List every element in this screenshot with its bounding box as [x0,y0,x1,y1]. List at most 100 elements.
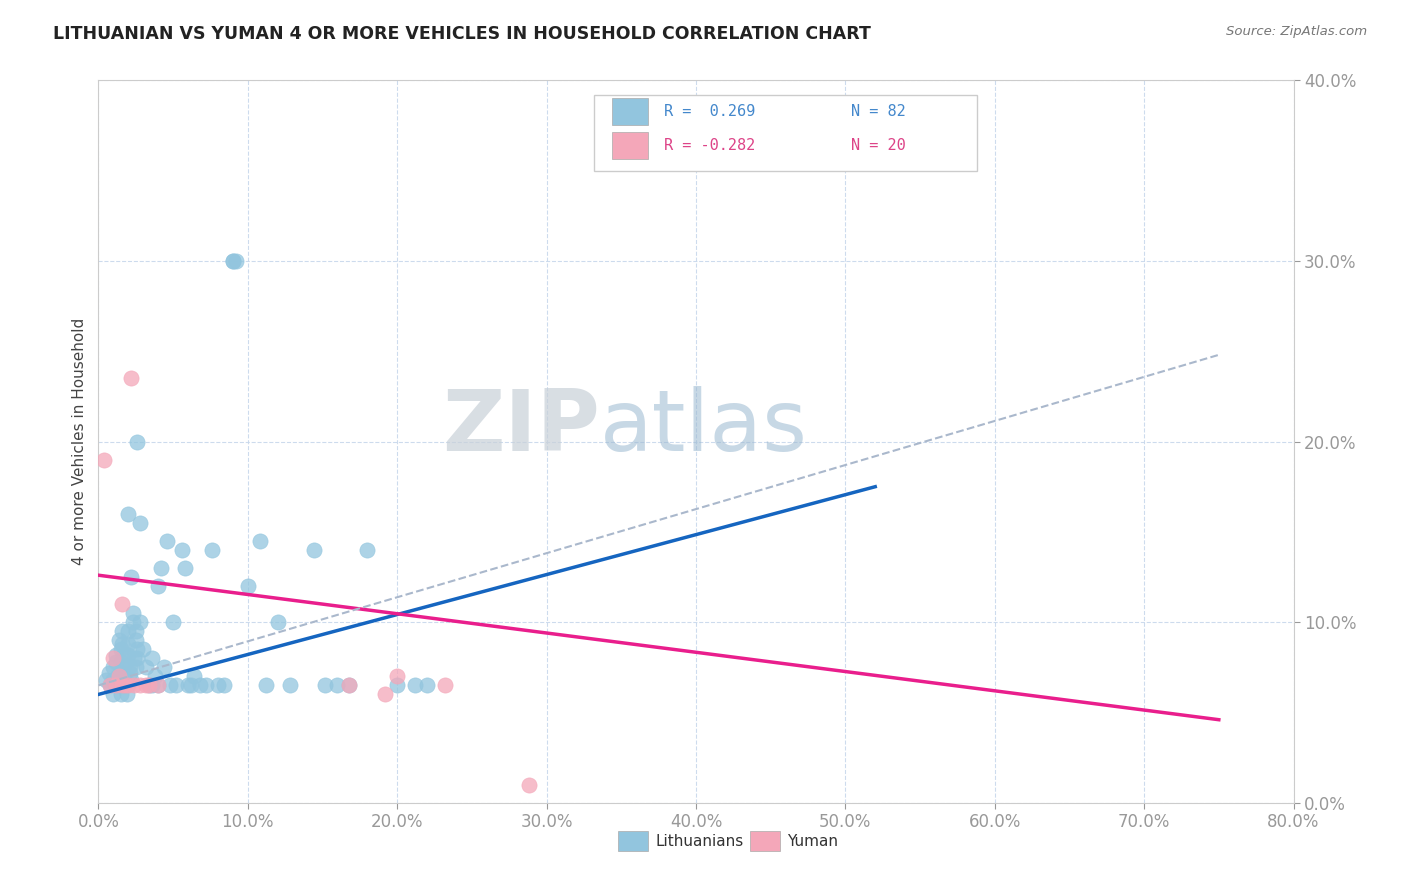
Text: N = 82: N = 82 [852,103,905,119]
Point [125,624,148,639]
Point [93,452,115,467]
Point [110,687,132,701]
Text: ZIP: ZIP [443,385,600,468]
Text: Yuman: Yuman [787,834,838,848]
Point [111,678,134,692]
Point [385,678,409,692]
Point [98,678,122,692]
Point [118,665,141,680]
Point [94,673,117,687]
Point [124,678,146,692]
Point [125,633,148,648]
Point [138,678,160,692]
Point [111,597,134,611]
Point [385,669,409,683]
Point [117,624,139,639]
Point [124,651,146,665]
Point [98,678,122,692]
Point [225,254,247,268]
Point [112,658,135,673]
Point [117,678,139,692]
Text: atlas: atlas [600,385,808,468]
Point [107,678,129,692]
Point [315,678,337,692]
Point [159,678,181,692]
Point [150,561,173,575]
Point [172,542,194,557]
Point [115,687,138,701]
FancyBboxPatch shape [613,97,648,125]
Point [103,660,125,674]
Text: Lithuanians: Lithuanians [655,834,744,848]
Point [517,778,540,792]
Point [236,579,259,593]
Point [339,678,361,692]
Point [222,254,245,268]
Point [120,570,142,584]
Point [404,678,426,692]
Point [110,678,132,692]
Point [339,678,361,692]
FancyBboxPatch shape [749,831,780,851]
Point [148,678,170,692]
Point [138,678,160,692]
FancyBboxPatch shape [619,831,648,851]
Point [112,648,135,662]
Point [127,434,149,449]
Y-axis label: 4 or more Vehicles in Household: 4 or more Vehicles in Household [72,318,87,566]
Point [135,660,157,674]
Point [207,678,229,692]
Point [129,678,152,692]
Point [127,651,149,665]
Point [416,678,439,692]
Text: R =  0.269: R = 0.269 [664,103,755,119]
Point [141,651,163,665]
Point [129,516,152,530]
Point [111,624,134,639]
Point [165,678,187,692]
Point [114,678,136,692]
Point [103,651,125,665]
Text: LITHUANIAN VS YUMAN 4 OR MORE VEHICLES IN HOUSEHOLD CORRELATION CHART: LITHUANIAN VS YUMAN 4 OR MORE VEHICLES I… [53,25,872,43]
Point [120,371,142,385]
Point [156,533,179,548]
Point [107,669,129,683]
Point [162,615,184,630]
Point [110,642,132,657]
Point [108,633,131,648]
Point [108,669,131,683]
Point [374,687,396,701]
Point [195,678,218,692]
Point [302,542,325,557]
Point [153,660,176,674]
Point [267,615,290,630]
Point [105,648,128,662]
Point [183,669,205,683]
Point [103,687,125,701]
Text: N = 20: N = 20 [852,138,905,153]
Point [125,660,148,674]
Point [434,678,457,692]
Point [114,678,136,692]
Point [278,678,301,692]
Point [188,678,211,692]
Point [249,533,271,548]
Point [105,678,128,692]
Point [177,678,200,692]
Point [222,254,245,268]
Point [129,615,152,630]
Point [201,542,224,557]
Point [121,606,143,620]
Point [110,655,132,669]
Point [118,658,141,673]
Point [121,615,143,630]
Point [326,678,349,692]
Point [110,665,132,680]
Point [174,561,197,575]
Point [97,665,120,680]
Point [120,673,142,687]
Point [148,678,170,692]
FancyBboxPatch shape [595,95,977,170]
Point [141,678,163,692]
Point [132,642,155,657]
